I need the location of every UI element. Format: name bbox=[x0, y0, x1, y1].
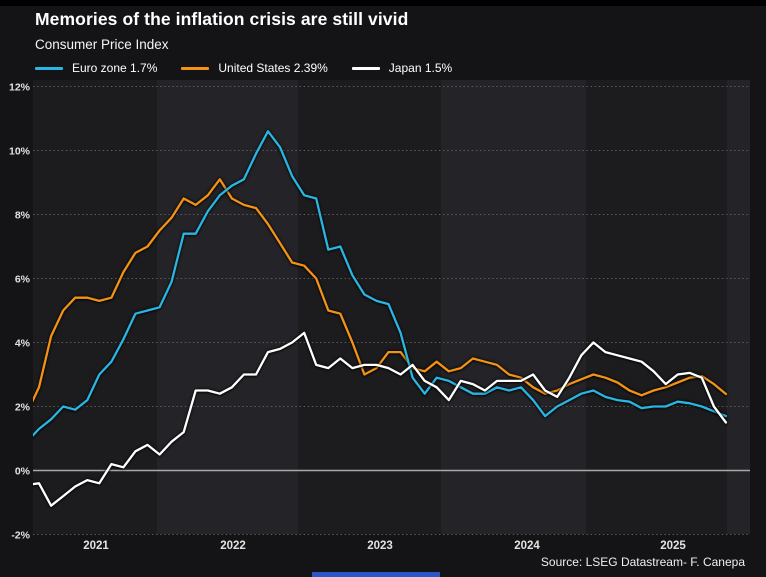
united-states-line-swatch-icon bbox=[181, 66, 210, 70]
plot-background bbox=[33, 80, 750, 534]
year-shading-band bbox=[157, 80, 298, 534]
y-tick-label: 6% bbox=[15, 274, 31, 286]
page-subtitle: Consumer Price Index bbox=[35, 37, 169, 52]
x-tick-label: 2022 bbox=[220, 540, 246, 552]
legend-label-united-states: United States 2.39% bbox=[218, 61, 328, 75]
series-line-euro-zone bbox=[33, 130, 728, 437]
y-tick-label: -2% bbox=[11, 530, 30, 542]
legend: Euro zone 1.7% United States 2.39% Japan… bbox=[35, 61, 452, 75]
bottom-blue-bar bbox=[312, 572, 440, 577]
japan-line-swatch-icon bbox=[351, 66, 380, 70]
x-tick-label: 2021 bbox=[83, 540, 109, 552]
euro-zone-line-swatch-icon bbox=[35, 66, 63, 70]
source-text: Source: LSEG Datastream- F. Canepa bbox=[540, 555, 745, 569]
page-title: Memories of the inflation crisis are sti… bbox=[35, 9, 409, 29]
legend-item-japan[interactable]: Japan 1.5% bbox=[351, 61, 453, 75]
year-shading-band bbox=[441, 80, 586, 534]
legend-label-euro-zone: Euro zone 1.7% bbox=[72, 61, 158, 75]
legend-item-euro-zone[interactable]: Euro zone 1.7% bbox=[35, 61, 157, 75]
year-shading-band bbox=[727, 80, 750, 534]
legend-label-japan: Japan 1.5% bbox=[388, 61, 453, 75]
x-tick-label: 2025 bbox=[660, 540, 686, 552]
series-line-japan bbox=[33, 331, 728, 507]
x-tick-label: 2023 bbox=[367, 540, 393, 552]
series-group bbox=[33, 130, 728, 507]
y-tick-label: 2% bbox=[15, 402, 31, 414]
y-tick-label: 10% bbox=[9, 146, 31, 158]
series-line-united-states bbox=[33, 178, 728, 403]
y-tick-label: 8% bbox=[15, 210, 31, 222]
legend-item-united-states[interactable]: United States 2.39% bbox=[181, 61, 328, 75]
y-tick-label: 4% bbox=[15, 338, 31, 350]
y-tick-label: 12% bbox=[9, 82, 31, 94]
y-tick-label: 0% bbox=[15, 466, 31, 478]
top-border-strip bbox=[0, 0, 766, 6]
x-tick-label: 2024 bbox=[514, 540, 540, 552]
